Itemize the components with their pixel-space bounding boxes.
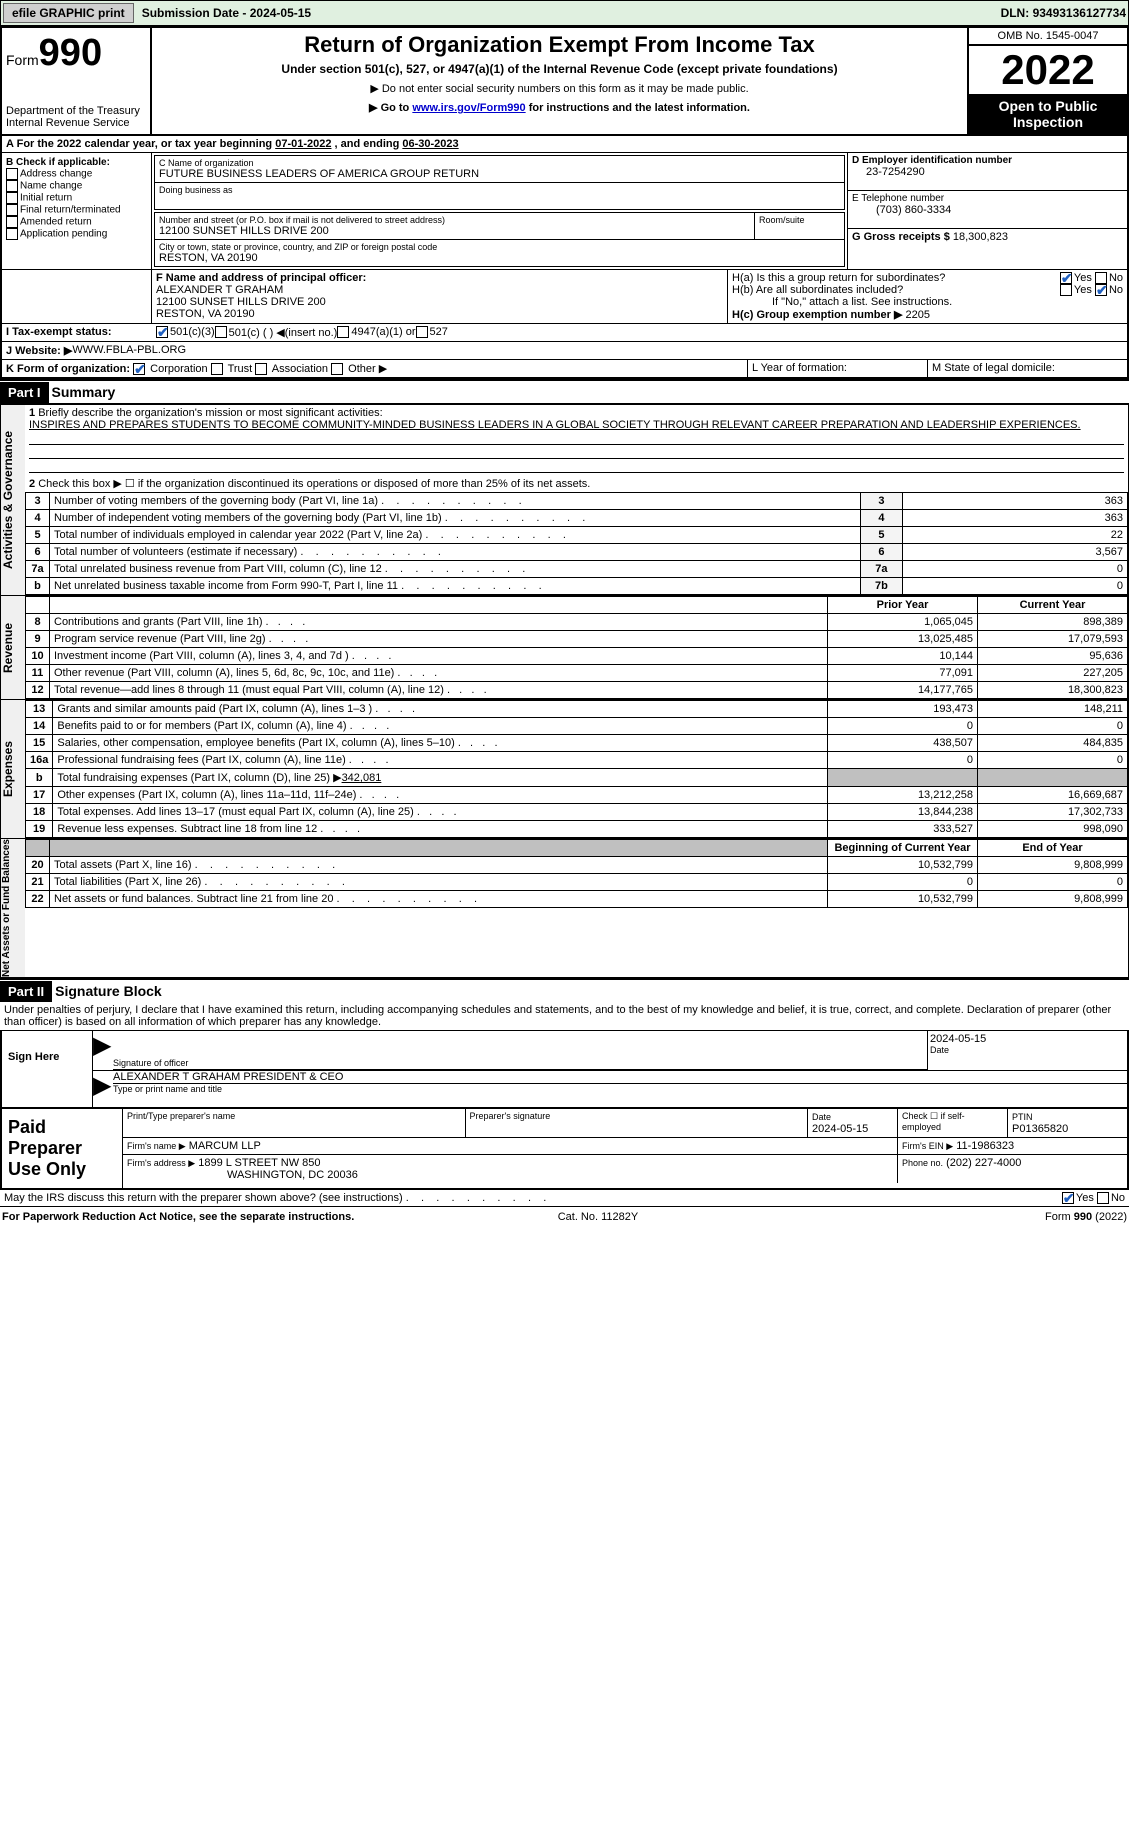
check-trust[interactable]	[211, 363, 223, 375]
officer-name: ALEXANDER T GRAHAM	[156, 284, 723, 296]
ptin: P01365820	[1012, 1123, 1068, 1135]
group-exemption: 2205	[905, 309, 929, 321]
net-table: Beginning of Current YearEnd of Year20To…	[25, 839, 1128, 908]
check-hb-no[interactable]	[1095, 284, 1107, 296]
revenue-table: Prior YearCurrent Year8Contributions and…	[25, 596, 1128, 699]
section-I: I Tax-exempt status: 501(c)(3) 501(c) ( …	[2, 323, 1127, 341]
dln: DLN: 93493136127734	[1001, 6, 1126, 20]
org-address: 12100 SUNSET HILLS DRIVE 200	[159, 225, 750, 237]
check-527[interactable]	[416, 326, 428, 338]
form-header: Form990 Department of the Treasury Inter…	[0, 26, 1129, 136]
check-assoc[interactable]	[255, 363, 267, 375]
vert-revenue: Revenue	[1, 596, 25, 699]
public-inspection: Open to Public Inspection	[969, 94, 1127, 134]
org-name: FUTURE BUSINESS LEADERS OF AMERICA GROUP…	[159, 168, 840, 180]
check-hb-yes[interactable]	[1060, 284, 1072, 296]
vert-netassets: Net Assets or Fund Balances	[1, 839, 25, 977]
firm-ein: 11-1986323	[956, 1140, 1014, 1152]
website: WWW.FBLA-PBL.ORG	[72, 344, 186, 357]
check-corp[interactable]	[133, 363, 145, 375]
check-final-return[interactable]	[6, 204, 18, 216]
section-B: B Check if applicable: Address change Na…	[2, 153, 152, 269]
line-A: A For the 2022 calendar year, or tax yea…	[2, 136, 1127, 153]
check-other[interactable]	[331, 363, 343, 375]
section-KLM: K Form of organization: Corporation Trus…	[2, 359, 1127, 377]
omb-number: OMB No. 1545-0047	[969, 28, 1127, 45]
form-id-box: Form990 Department of the Treasury Inter…	[2, 28, 152, 134]
org-city: RESTON, VA 20190	[159, 252, 840, 264]
summary-single-table: 3Number of voting members of the governi…	[25, 492, 1128, 595]
form-subtitle: Under section 501(c), 527, or 4947(a)(1)…	[156, 62, 963, 76]
expense-table: 13Grants and similar amounts paid (Part …	[25, 700, 1128, 838]
gross-receipts: 18,300,823	[953, 231, 1008, 243]
submission-date-label: Submission Date - 2024-05-15	[142, 6, 311, 20]
section-A-to-M: A For the 2022 calendar year, or tax yea…	[0, 136, 1129, 379]
firm-name: MARCUM LLP	[189, 1140, 261, 1152]
section-J: J Website: ▶ WWW.FBLA-PBL.ORG	[2, 341, 1127, 359]
irs-link[interactable]: www.irs.gov/Form990	[412, 102, 525, 114]
sign-here-block: Sign Here ▶ Signature of officer 2024-05…	[0, 1031, 1129, 1109]
check-name-change[interactable]	[6, 180, 18, 192]
section-DEG: D Employer identification number 23-7254…	[847, 153, 1127, 269]
irs-label: Internal Revenue Service	[6, 117, 146, 129]
mission-text: INSPIRES AND PREPARES STUDENTS TO BECOME…	[29, 419, 1124, 431]
topbar: efile GRAPHIC print Submission Date - 20…	[0, 0, 1129, 26]
form-title-box: Return of Organization Exempt From Incom…	[152, 28, 967, 134]
check-address-change[interactable]	[6, 168, 18, 180]
check-amended[interactable]	[6, 216, 18, 228]
firm-phone: (202) 227-4000	[946, 1157, 1021, 1169]
dept-label: Department of the Treasury	[6, 105, 146, 117]
check-501c3[interactable]	[156, 326, 168, 338]
telephone: (703) 860-3334	[852, 204, 1123, 216]
check-initial-return[interactable]	[6, 192, 18, 204]
part-II-header: Part II Signature Block	[0, 978, 1129, 1002]
form-title: Return of Organization Exempt From Incom…	[156, 32, 963, 58]
ein: 23-7254290	[852, 166, 1123, 178]
check-app-pending[interactable]	[6, 228, 18, 240]
discuss-row: May the IRS discuss this return with the…	[0, 1190, 1129, 1207]
check-discuss-no[interactable]	[1097, 1192, 1109, 1204]
check-ha-yes[interactable]	[1060, 272, 1072, 284]
check-4947[interactable]	[337, 326, 349, 338]
section-FH: F Name and address of principal officer:…	[2, 269, 1127, 323]
year-box: OMB No. 1545-0047 2022 Open to Public In…	[967, 28, 1127, 134]
form-ref: Form 990 (2022)	[1045, 1211, 1127, 1223]
paid-preparer-block: Paid Preparer Use Only Print/Type prepar…	[0, 1109, 1129, 1190]
perjury-statement: Under penalties of perjury, I declare th…	[0, 1002, 1129, 1031]
tax-year: 2022	[969, 45, 1127, 94]
section-C: C Name of organization FUTURE BUSINESS L…	[152, 153, 847, 269]
vert-activities: Activities & Governance	[1, 405, 25, 595]
note-ssn: Do not enter social security numbers on …	[156, 82, 963, 95]
officer-print-name: ALEXANDER T GRAHAM PRESIDENT & CEO	[113, 1071, 1127, 1084]
part-I-header: Part I Summary	[0, 379, 1129, 403]
check-501c[interactable]	[215, 326, 227, 338]
check-discuss-yes[interactable]	[1062, 1192, 1074, 1204]
footer: For Paperwork Reduction Act Notice, see …	[0, 1207, 1129, 1227]
note-link: ▶ Go to www.irs.gov/Form990 for instruct…	[156, 101, 963, 114]
efile-print-button[interactable]: efile GRAPHIC print	[3, 3, 134, 23]
vert-expenses: Expenses	[1, 700, 25, 838]
